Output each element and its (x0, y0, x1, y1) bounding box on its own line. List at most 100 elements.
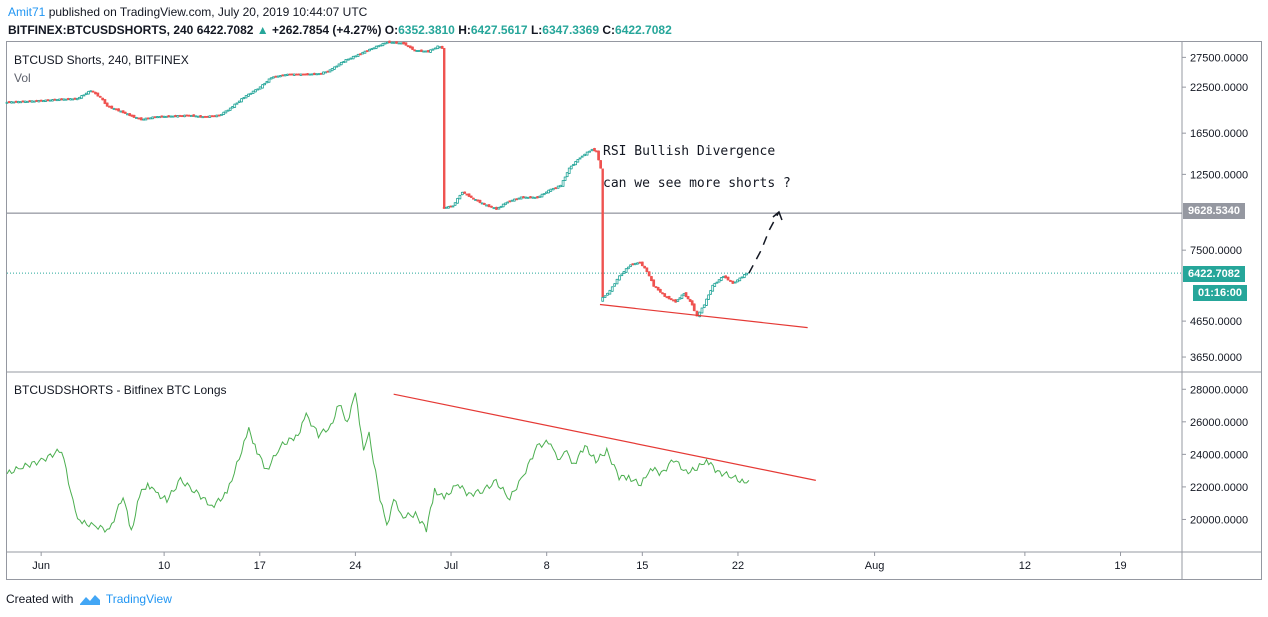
price-candle (549, 188, 553, 192)
price-candle (139, 117, 143, 121)
price-candle (726, 276, 730, 281)
price-candle (485, 204, 488, 207)
price-candle (408, 45, 412, 49)
low-value: 6347.3369 (542, 23, 600, 37)
price-candle (89, 90, 93, 93)
price-candle (682, 293, 686, 296)
price-candle (276, 75, 280, 78)
price-candle (695, 310, 699, 317)
time-tick-label: 19 (1114, 560, 1126, 572)
price-candle (304, 73, 307, 76)
price-candle (515, 198, 518, 201)
price-candle (281, 74, 285, 77)
price-candle (504, 202, 507, 205)
price-candle (17, 101, 20, 104)
price-candle (440, 45, 444, 49)
price-candle (512, 198, 516, 202)
price-candle (46, 99, 50, 102)
price-candle (35, 100, 38, 102)
price-candle (319, 72, 323, 75)
price-candle (242, 97, 246, 100)
price-candle (588, 150, 591, 153)
price-candle (717, 279, 721, 283)
price-candle (572, 164, 575, 166)
price-candle (190, 115, 193, 117)
price-candle (155, 116, 159, 119)
price-candle (601, 168, 604, 301)
price-candle (702, 304, 706, 308)
price-candle (647, 271, 651, 277)
price-candle (112, 108, 116, 110)
price-candle (724, 275, 728, 279)
price-candle (492, 207, 496, 210)
price-candle (538, 195, 542, 198)
price-candle (392, 41, 396, 44)
price-candle (431, 48, 435, 51)
price-candle (169, 115, 173, 118)
price-candle (665, 296, 669, 299)
price-candle (283, 74, 287, 77)
price-candle (183, 114, 186, 118)
price-candle (176, 115, 180, 118)
price-candle (167, 115, 171, 118)
price-candle (117, 108, 120, 112)
price-candle (676, 299, 680, 302)
price-candle (415, 50, 419, 52)
price-candle (222, 111, 226, 115)
price-candle (426, 50, 430, 53)
price-candle (663, 293, 667, 297)
price-candle (469, 195, 473, 198)
price-candle (615, 278, 619, 285)
price-candle (206, 116, 209, 118)
indicator-tick-label: 20000.0000 (1190, 514, 1248, 526)
price-candle (174, 115, 177, 118)
price-candle (654, 286, 658, 289)
price-candle (374, 45, 378, 49)
open-value: 6352.3810 (398, 23, 455, 37)
price-candle (700, 307, 704, 314)
price-candle (51, 99, 54, 102)
price-candle (84, 92, 88, 95)
price-candle (545, 191, 548, 194)
price-candle (231, 106, 234, 109)
annotation-rsi-divergence: RSI Bullish Divergence (603, 144, 776, 159)
author-link[interactable]: Amit71 (8, 5, 46, 19)
price-candle (372, 47, 376, 50)
price-candle (456, 198, 459, 204)
price-candle (346, 58, 350, 61)
price-tick-label: 16500.0000 (1190, 128, 1248, 140)
price-candle (247, 93, 250, 97)
price-candle (559, 184, 562, 188)
price-candle (21, 100, 25, 103)
low-label: L: (530, 23, 543, 37)
price-candle (381, 43, 385, 47)
price-candle (433, 47, 437, 50)
price-candle (272, 76, 275, 79)
price-candle (531, 196, 535, 199)
price-candle (69, 98, 72, 101)
tradingview-link[interactable]: TradingView (105, 592, 172, 606)
price-candle (324, 71, 327, 74)
price-candle (237, 100, 241, 103)
price-candle (295, 73, 298, 76)
price-candle (443, 47, 446, 209)
price-candle (399, 42, 403, 45)
price-candle (220, 114, 223, 116)
price-candle (567, 167, 571, 174)
price-candle (370, 48, 374, 51)
price-candle (463, 191, 467, 194)
price-candle (397, 42, 401, 45)
chart-frame[interactable] (6, 41, 1262, 580)
price-candle (522, 196, 525, 199)
price-candle (590, 149, 594, 152)
price-tick-label: 12500.0000 (1190, 169, 1248, 181)
volume-label: Vol (14, 71, 31, 85)
price-candle (290, 73, 294, 76)
price-candle (194, 115, 198, 118)
price-candle (707, 294, 710, 300)
price-candle (73, 97, 77, 100)
price-candle (680, 294, 684, 299)
price-candle (105, 102, 109, 107)
time-tick-label: 12 (1019, 560, 1031, 572)
